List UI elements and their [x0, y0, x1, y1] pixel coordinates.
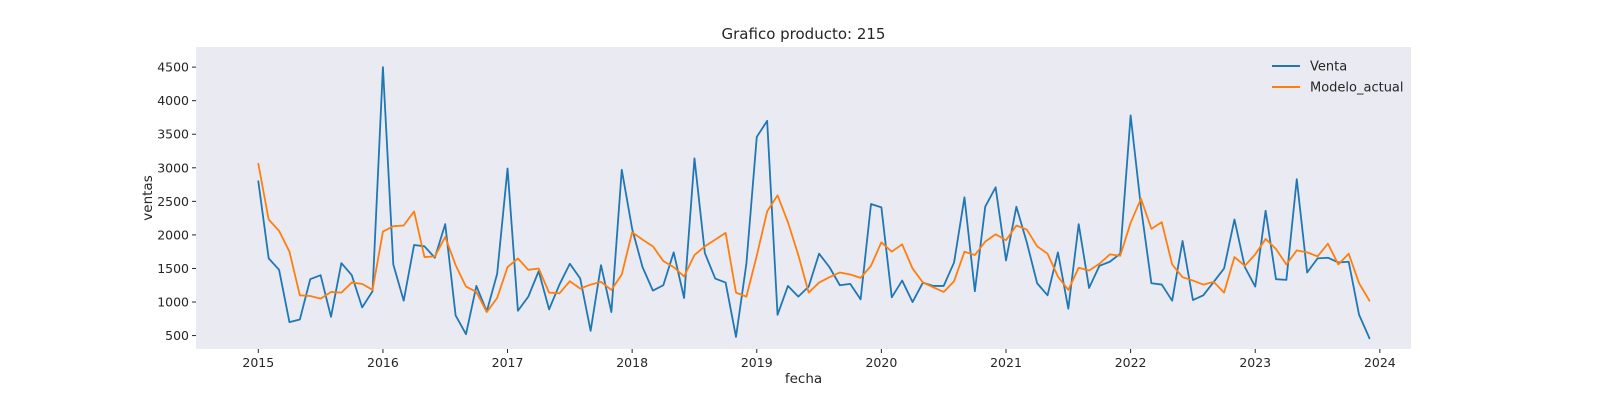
y-axis-label: ventas: [140, 175, 156, 220]
y-tick-label: 500: [165, 328, 189, 343]
x-axis-label: fecha: [785, 371, 822, 387]
x-axis: 2015 2016 2017 2018 2019 2020 2021 2022 2023 2024: [242, 349, 1396, 370]
x-tick-label: 2019: [741, 355, 773, 370]
x-tick-label: 2021: [990, 355, 1022, 370]
y-tick-label: 1000: [157, 295, 189, 310]
chart-title: Grafico producto: 215: [722, 25, 886, 43]
x-tick-label: 2023: [1239, 355, 1271, 370]
x-tick-label: 2017: [492, 355, 524, 370]
x-tick-label: 2020: [865, 355, 897, 370]
plot-area: [196, 47, 1411, 349]
y-tick-label: 1500: [157, 261, 189, 276]
x-tick-label: 2016: [367, 355, 399, 370]
legend: Venta Modelo_actual: [1272, 60, 1404, 96]
series-layer: [257, 66, 1371, 340]
series-line-modelo-actual: [257, 162, 1371, 313]
x-tick-label: 2024: [1364, 355, 1396, 370]
y-tick-label: 2000: [157, 227, 189, 242]
legend-label: Modelo_actual: [1310, 81, 1404, 96]
legend-label: Venta: [1310, 60, 1347, 75]
x-tick-label: 2015: [242, 355, 274, 370]
y-axis: 500 1000 1500 2000 2500 3000 3500 4000 4500: [157, 60, 196, 343]
x-tick-label: 2022: [1115, 355, 1147, 370]
y-tick-label: 2500: [157, 194, 189, 209]
y-tick-label: 4000: [157, 93, 189, 108]
y-tick-label: 3000: [157, 160, 189, 175]
x-tick-label: 2018: [616, 355, 648, 370]
y-tick-label: 3500: [157, 127, 189, 142]
series-line-venta: [257, 66, 1371, 340]
y-tick-label: 4500: [157, 60, 189, 75]
